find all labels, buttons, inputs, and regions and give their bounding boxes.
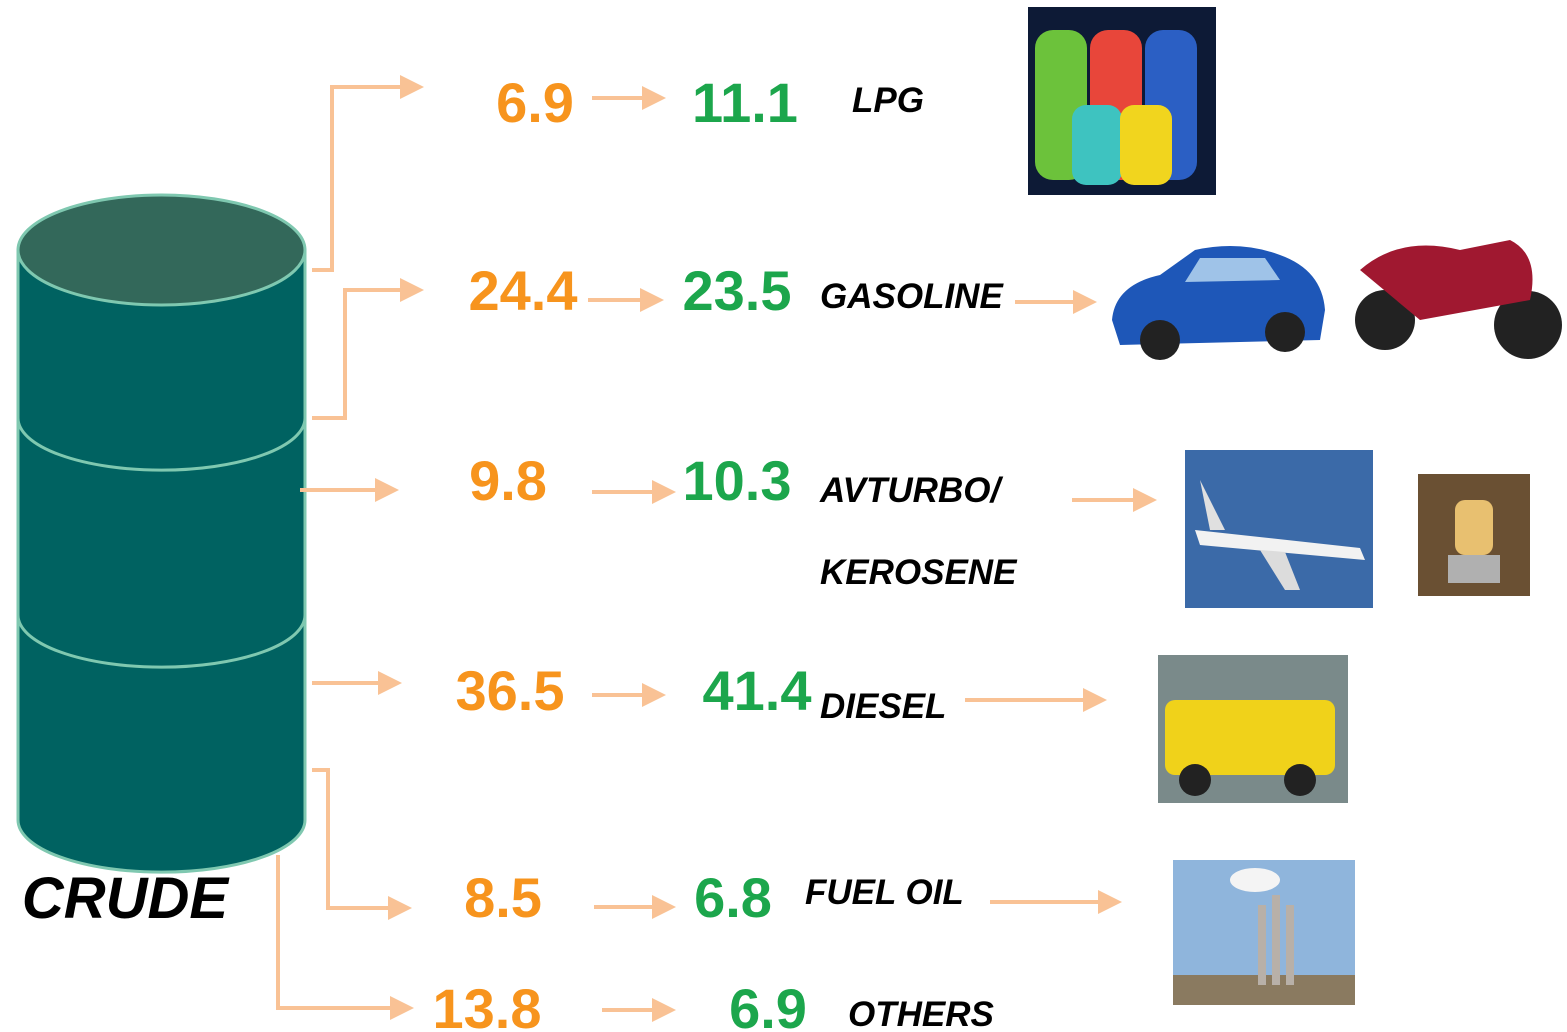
- product-label: AVTURBO/: [819, 471, 1003, 510]
- lamp-image: [1418, 474, 1530, 596]
- after-value: 23.5: [683, 259, 792, 322]
- before-value: 24.4: [469, 259, 578, 322]
- product-label: KEROSENE: [820, 553, 1018, 592]
- product-label: DIESEL: [820, 687, 946, 726]
- jeepney-image: [1158, 655, 1348, 803]
- product-label: GASOLINE: [820, 277, 1004, 316]
- before-value: 9.8: [469, 449, 547, 512]
- motorcycle-image: [1355, 240, 1562, 359]
- airplane-image: [1185, 450, 1373, 608]
- before-value: 13.8: [433, 977, 542, 1032]
- after-value: 6.9: [729, 977, 807, 1032]
- before-value: 36.5: [456, 659, 565, 722]
- after-value: 11.1: [692, 71, 798, 134]
- before-value: 6.9: [496, 71, 574, 134]
- crude-tank: [18, 195, 305, 872]
- before-value: 8.5: [464, 866, 542, 929]
- product-label: LPG: [852, 81, 924, 120]
- power-plant-image: [1173, 860, 1355, 1005]
- lpg-image: [1028, 7, 1216, 195]
- after-value: 6.8: [694, 866, 772, 929]
- product-label: FUEL OIL: [805, 873, 964, 912]
- row-texts: 6.9 11.1 LPG 24.4 23.5 GASOLINE 9.8 10.3 AVTURBO…: [433, 71, 1019, 1032]
- after-value: 10.3: [683, 449, 792, 512]
- product-label: OTHERS: [848, 995, 994, 1032]
- crude-label: CRUDE: [22, 866, 231, 931]
- after-value: 41.4: [703, 659, 812, 722]
- diagram: CRUDE 6.9 11.1 LPG 24.4 23.5 GASOLINE 9.8 10.3 A…: [0, 0, 1567, 1032]
- car-image: [1112, 246, 1325, 360]
